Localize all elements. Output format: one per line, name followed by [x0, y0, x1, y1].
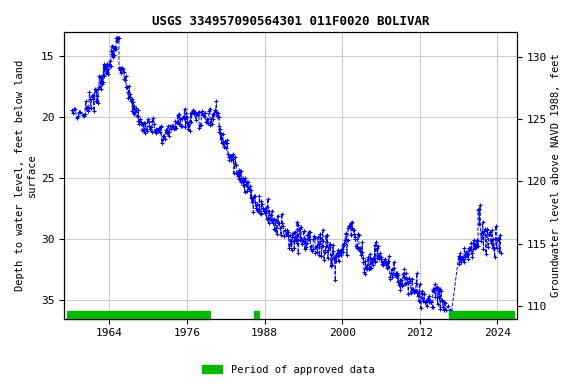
Bar [449, 311, 514, 319]
Bar [67, 311, 210, 319]
Bar [253, 311, 259, 319]
Legend: Period of approved data: Period of approved data [198, 361, 378, 379]
Y-axis label: Groundwater level above NAVD 1988, feet: Groundwater level above NAVD 1988, feet [551, 53, 561, 297]
Y-axis label: Depth to water level, feet below land
surface: Depth to water level, feet below land su… [15, 60, 37, 291]
Title: USGS 334957090564301 011F0020 BOLIVAR: USGS 334957090564301 011F0020 BOLIVAR [151, 15, 429, 28]
